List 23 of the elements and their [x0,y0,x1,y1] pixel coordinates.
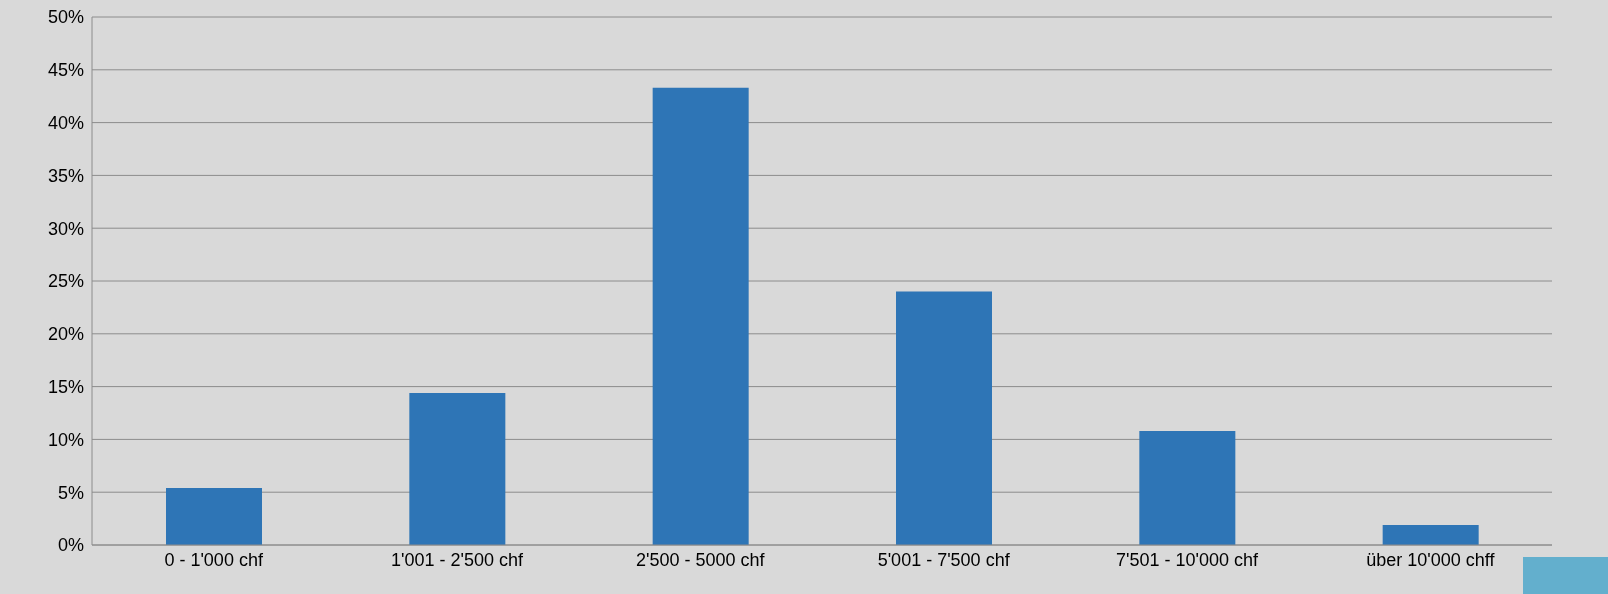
y-tick-label: 30% [47,218,84,239]
x-tick-label: 5'001 - 7'500 chf [877,549,1011,570]
bar [166,487,262,545]
y-tick-label: 20% [47,324,84,345]
bar [1382,524,1479,545]
y-tick-label: 35% [47,165,84,186]
y-tick-label: 10% [47,429,84,450]
bar [409,392,506,545]
y-tick-label: 0% [57,535,84,556]
bar [1139,430,1236,545]
y-tick-label: 15% [47,376,84,397]
x-tick-label: 7'501 - 10'000 chf [1116,549,1259,570]
x-tick-label: 2'500 - 5000 chf [636,549,766,570]
y-tick-label: 45% [47,60,84,81]
y-tick-label: 40% [47,112,84,133]
y-tick-label: 5% [57,482,84,503]
x-tick-label: über 10'000 chff [1366,549,1496,570]
bar [652,87,749,545]
y-tick-label: 50% [47,7,84,28]
x-tick-label: 0 - 1'000 chf [164,549,264,570]
bar [896,291,992,545]
y-tick-label: 25% [47,271,84,292]
x-tick-label: 1'001 - 2'500 chf [391,549,524,570]
